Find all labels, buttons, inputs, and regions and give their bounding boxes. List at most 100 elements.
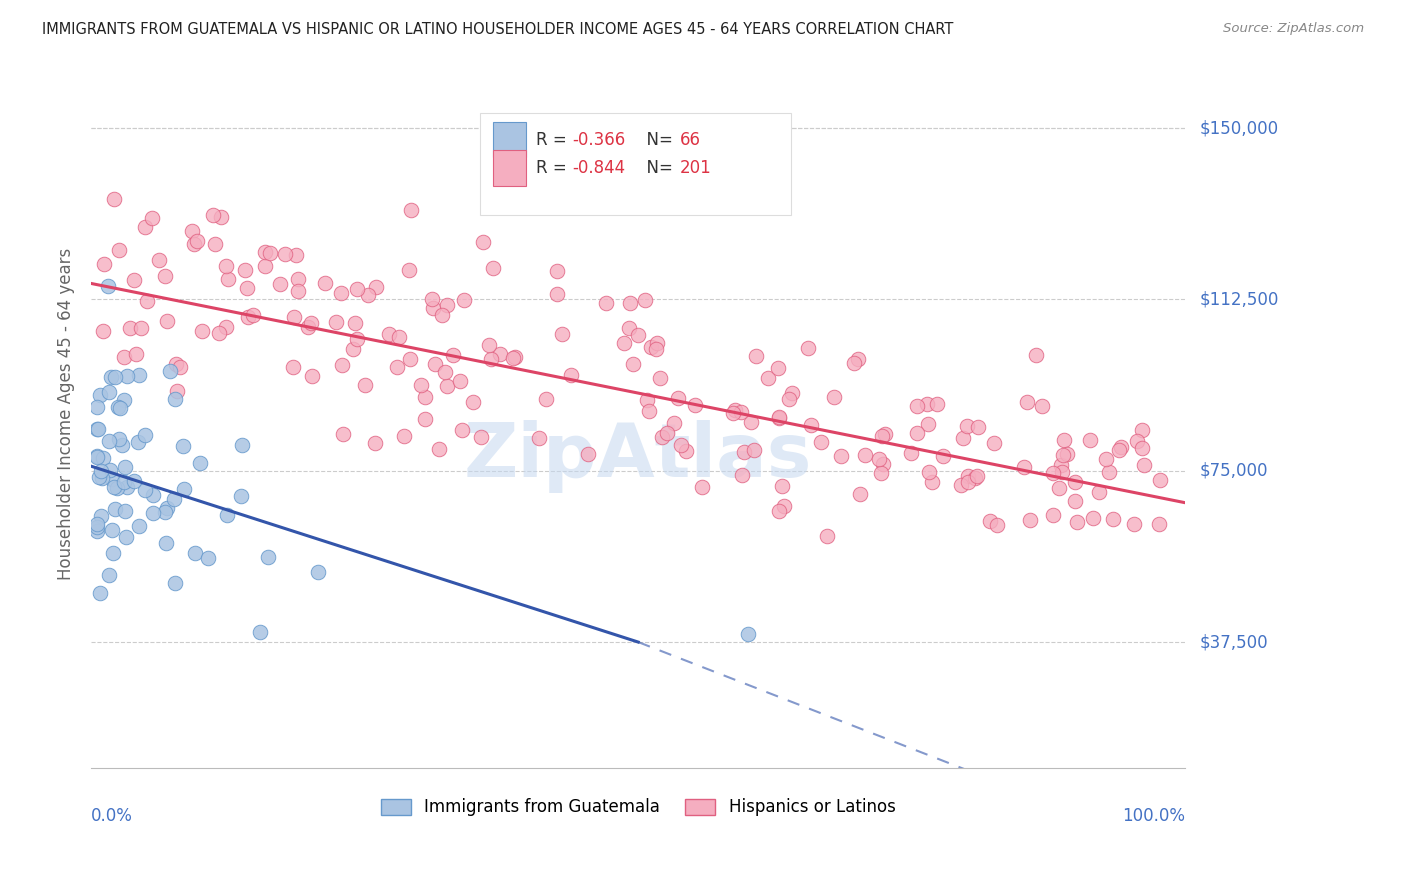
Point: [505, 350, 527, 364]
Text: 201: 201: [679, 159, 711, 177]
Point: [1012, 459, 1035, 474]
Text: $75,000: $75,000: [1199, 462, 1268, 480]
Point: [482, 260, 505, 275]
Point: [690, 480, 713, 494]
Point: [1087, 484, 1109, 499]
Point: [110, 401, 132, 415]
Point: [737, 626, 759, 640]
Point: [778, 392, 800, 407]
Text: Source: ZipAtlas.com: Source: ZipAtlas.com: [1223, 22, 1364, 36]
Point: [848, 351, 870, 366]
Point: [388, 330, 411, 344]
Point: [1108, 443, 1130, 458]
Point: [956, 419, 979, 434]
Point: [163, 392, 186, 406]
Point: [128, 368, 150, 382]
Point: [875, 426, 897, 441]
Text: ZipAtlas: ZipAtlas: [464, 419, 813, 492]
Point: [413, 412, 436, 426]
Point: [651, 430, 673, 444]
Point: [1101, 512, 1123, 526]
Point: [900, 446, 922, 460]
Point: [422, 301, 444, 315]
Point: [112, 475, 135, 489]
Point: [536, 392, 558, 406]
Point: [967, 419, 990, 434]
Point: [257, 549, 280, 564]
Point: [461, 395, 484, 409]
Text: $112,500: $112,500: [1199, 291, 1278, 309]
Point: [1130, 423, 1153, 437]
Point: [215, 508, 238, 523]
Legend: Immigrants from Guatemala, Hispanics or Latinos: Immigrants from Guatemala, Hispanics or …: [374, 792, 903, 823]
Point: [141, 211, 163, 225]
Point: [115, 531, 138, 545]
Point: [91, 451, 114, 466]
Point: [868, 451, 890, 466]
Point: [766, 360, 789, 375]
Point: [114, 460, 136, 475]
Point: [637, 403, 659, 417]
Point: [797, 341, 820, 355]
Point: [733, 445, 755, 459]
Point: [810, 434, 832, 449]
Point: [242, 308, 264, 322]
Point: [1031, 399, 1053, 413]
Point: [683, 398, 706, 412]
Point: [87, 421, 110, 435]
Point: [742, 442, 765, 457]
Point: [471, 235, 494, 249]
Point: [952, 431, 974, 445]
Point: [191, 325, 214, 339]
Text: -0.366: -0.366: [572, 130, 626, 149]
Point: [204, 237, 226, 252]
Point: [634, 293, 657, 308]
Point: [1056, 447, 1078, 461]
Point: [163, 491, 186, 506]
Point: [253, 244, 276, 259]
Point: [453, 293, 475, 308]
Text: 66: 66: [679, 130, 700, 149]
Point: [853, 448, 876, 462]
Point: [153, 268, 176, 283]
Point: [731, 468, 754, 483]
Point: [675, 443, 697, 458]
Point: [90, 464, 112, 478]
Point: [1025, 348, 1047, 362]
Point: [115, 368, 138, 383]
Point: [950, 477, 973, 491]
Point: [1047, 481, 1070, 495]
Point: [173, 483, 195, 497]
Point: [112, 350, 135, 364]
Point: [768, 409, 790, 424]
Point: [238, 310, 260, 324]
Point: [621, 357, 644, 371]
Point: [103, 480, 125, 494]
Point: [546, 286, 568, 301]
Point: [489, 347, 512, 361]
Text: IMMIGRANTS FROM GUATEMALA VS HISPANIC OR LATINO HOUSEHOLDER INCOME AGES 45 - 64 : IMMIGRANTS FROM GUATEMALA VS HISPANIC OR…: [42, 22, 953, 37]
Point: [86, 422, 108, 436]
Point: [420, 292, 443, 306]
Point: [872, 428, 894, 442]
Point: [89, 586, 111, 600]
Point: [155, 536, 177, 550]
Point: [86, 450, 108, 465]
Point: [259, 245, 281, 260]
Point: [156, 314, 179, 328]
Point: [97, 384, 120, 399]
Bar: [492, 150, 526, 186]
Point: [1109, 440, 1132, 454]
Point: [983, 436, 1005, 450]
Text: 100.0%: 100.0%: [1122, 806, 1185, 824]
Point: [208, 326, 231, 340]
Point: [979, 515, 1001, 529]
Point: [1052, 448, 1074, 462]
Point: [1050, 458, 1073, 472]
Point: [86, 449, 108, 463]
Point: [595, 296, 617, 310]
Point: [153, 505, 176, 519]
Point: [125, 347, 148, 361]
Point: [450, 374, 472, 388]
Point: [100, 370, 122, 384]
